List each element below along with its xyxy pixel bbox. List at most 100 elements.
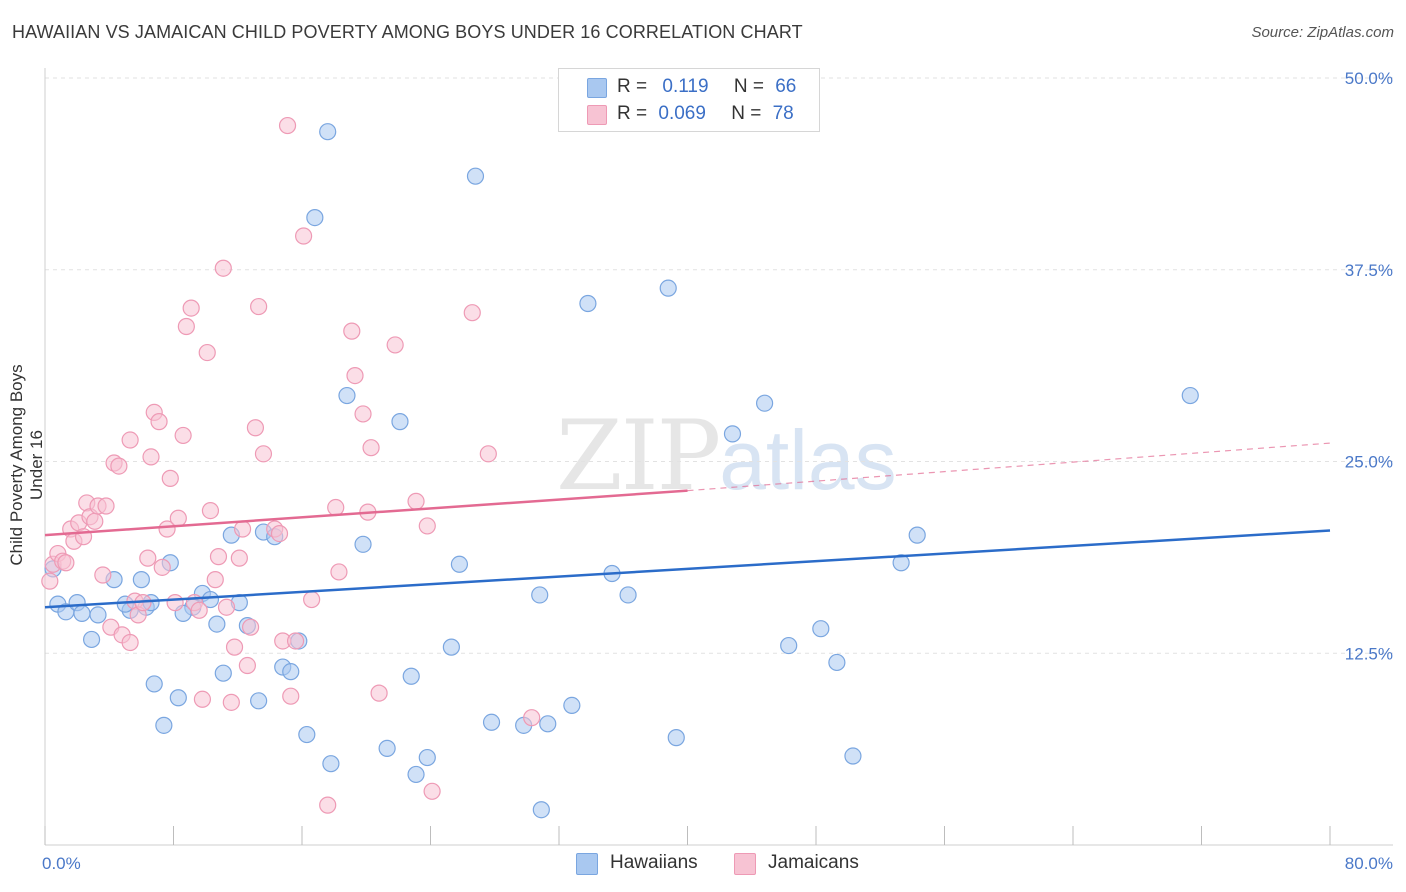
point-hawaiians (418, 748, 436, 767)
point-jamaicans (233, 520, 252, 538)
point-jamaicans (370, 684, 388, 702)
point-jamaicans (209, 548, 228, 566)
point-hawaiians (442, 638, 460, 656)
point-jamaicans (278, 116, 297, 135)
point-jamaicans (166, 594, 184, 612)
point-jamaicans (330, 563, 348, 581)
x-tick-label-min: 0.0% (42, 854, 81, 873)
point-jamaicans (327, 498, 345, 517)
point-jamaicans (177, 317, 195, 336)
point-jamaicans (246, 419, 265, 437)
y-tick-label: 50.0% (1345, 69, 1393, 88)
point-jamaicans (110, 457, 128, 475)
point-jamaicans (193, 690, 212, 708)
point-hawaiians (667, 729, 685, 747)
point-hawaiians (563, 696, 581, 715)
point-hawaiians (73, 604, 91, 622)
point-jamaicans (286, 632, 305, 650)
bottom-legend-label-hawaiians: Hawaiians (610, 852, 698, 873)
point-jamaicans (295, 227, 313, 245)
point-hawaiians (908, 526, 926, 544)
y-tick-label: 25.0% (1345, 453, 1393, 472)
point-hawaiians (169, 689, 187, 707)
point-jamaicans (161, 469, 179, 487)
stats-legend: R = 0.119 N = 66 R = 0.069 N = 78 (558, 68, 820, 132)
point-jamaicans (463, 304, 481, 322)
point-jamaicans (250, 297, 268, 316)
legend-swatch-jamaicans (587, 105, 607, 125)
point-jamaicans (150, 413, 168, 431)
source-note: Source: ZipAtlas.com (1251, 24, 1394, 41)
point-hawaiians (338, 386, 356, 405)
point-jamaicans (86, 512, 104, 530)
point-hawaiians (482, 713, 501, 731)
point-jamaicans (319, 796, 337, 814)
legend-r-label: R = (617, 103, 648, 124)
point-hawaiians (201, 590, 220, 609)
point-hawaiians (132, 571, 150, 589)
point-jamaicans (222, 693, 240, 711)
point-jamaicans (174, 426, 192, 445)
point-hawaiians (208, 615, 226, 633)
point-jamaicans (158, 520, 176, 538)
point-jamaicans (362, 439, 380, 457)
point-hawaiians (892, 554, 910, 572)
y-tick-label: 12.5% (1345, 644, 1393, 663)
point-hawaiians (619, 586, 637, 604)
point-hawaiians (407, 765, 425, 784)
point-hawaiians (82, 630, 101, 649)
point-jamaicans (217, 598, 236, 616)
point-hawaiians (659, 279, 677, 297)
point-jamaicans (182, 299, 200, 317)
point-hawaiians (723, 425, 742, 443)
point-hawaiians (780, 636, 798, 655)
legend-n-label: N = (733, 76, 764, 97)
point-jamaicans (386, 336, 404, 354)
legend-swatch-hawaiians (587, 78, 607, 98)
point-jamaicans (423, 782, 441, 800)
legend-n-label: N = (731, 103, 762, 124)
point-jamaicans (254, 445, 273, 463)
point-hawaiians (214, 664, 232, 682)
point-hawaiians (402, 667, 420, 685)
point-jamaicans (57, 554, 75, 572)
point-jamaicans (206, 571, 224, 589)
point-jamaicans (303, 590, 321, 609)
point-jamaicans (343, 322, 361, 340)
point-jamaicans (354, 405, 372, 423)
point-hawaiians (450, 555, 469, 573)
point-jamaicans (238, 656, 256, 675)
point-hawaiians (755, 394, 774, 412)
bottom-legend-label-jamaicans: Jamaicans (768, 852, 859, 873)
x-tick-label-max: 80.0% (1345, 854, 1393, 873)
point-jamaicans (282, 687, 300, 705)
point-jamaicans (142, 448, 160, 466)
point-jamaicans (97, 497, 115, 515)
legend-r-value: 0.119 (662, 76, 709, 97)
legend-r-value: 0.069 (658, 103, 706, 124)
bottom-legend-swatch-hawaiians (576, 853, 598, 875)
trendline-extension-jamaicans (687, 442, 1331, 492)
point-hawaiians (466, 167, 485, 185)
point-hawaiians (145, 675, 163, 693)
point-jamaicans (225, 638, 244, 656)
trendline-jamaicans (44, 489, 688, 537)
point-hawaiians (354, 535, 372, 553)
legend-r-label: R = (617, 76, 648, 97)
point-hawaiians (1181, 386, 1199, 405)
point-hawaiians (579, 294, 597, 313)
point-hawaiians (306, 208, 324, 227)
y-tick-label: 37.5% (1345, 261, 1393, 280)
point-jamaicans (190, 601, 208, 619)
point-jamaicans (169, 509, 187, 527)
point-jamaicans (479, 445, 497, 463)
point-jamaicans (153, 558, 171, 576)
point-hawaiians (812, 620, 830, 638)
point-hawaiians (282, 663, 300, 681)
point-hawaiians (155, 716, 173, 734)
point-hawaiians (319, 123, 337, 141)
point-hawaiians (322, 755, 340, 773)
point-hawaiians (391, 413, 409, 431)
watermark-atlas: atlas (719, 413, 897, 507)
point-hawaiians (89, 606, 107, 624)
